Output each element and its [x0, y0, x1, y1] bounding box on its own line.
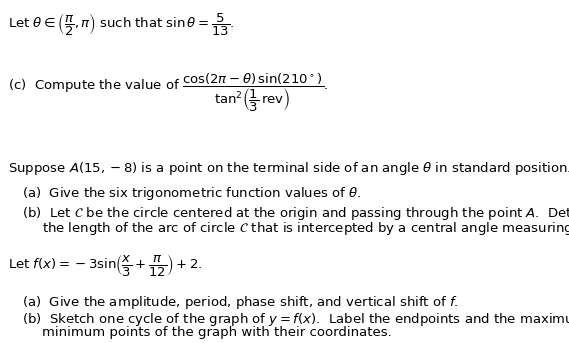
Text: (a)  Give the six trigonometric function values of $\theta$.: (a) Give the six trigonometric function … — [22, 185, 361, 202]
Text: (a)  Give the amplitude, period, phase shift, and vertical shift of $f$.: (a) Give the amplitude, period, phase sh… — [22, 294, 459, 311]
Text: Let $f(x) = -3\sin\!\left(\dfrac{x}{3} + \dfrac{\pi}{12}\right) + 2$.: Let $f(x) = -3\sin\!\left(\dfrac{x}{3} +… — [8, 252, 203, 278]
Text: minimum points of the graph with their coordinates.: minimum points of the graph with their c… — [42, 326, 391, 339]
Text: Suppose $A(15, -8)$ is a point on the terminal side of an angle $\theta$ in stan: Suppose $A(15, -8)$ is a point on the te… — [8, 160, 569, 177]
Text: Let $\theta \in \left(\dfrac{\pi}{2}, \pi\right)$ such that $\sin\theta = \dfrac: Let $\theta \in \left(\dfrac{\pi}{2}, \p… — [8, 12, 234, 38]
Text: (b)  Sketch one cycle of the graph of $y = f(x)$.  Label the endpoints and the m: (b) Sketch one cycle of the graph of $y … — [22, 311, 569, 328]
Text: (c)  Compute the value of $\dfrac{\cos(2\pi - \theta)\,\sin(210^\circ)}{\tan^2\!: (c) Compute the value of $\dfrac{\cos(2\… — [8, 72, 328, 114]
Text: (b)  Let $\mathcal{C}$ be the circle centered at the origin and passing through : (b) Let $\mathcal{C}$ be the circle cent… — [22, 205, 569, 222]
Text: the length of the arc of circle $\mathcal{C}$ that is intercepted by a central a: the length of the arc of circle $\mathca… — [42, 220, 569, 237]
